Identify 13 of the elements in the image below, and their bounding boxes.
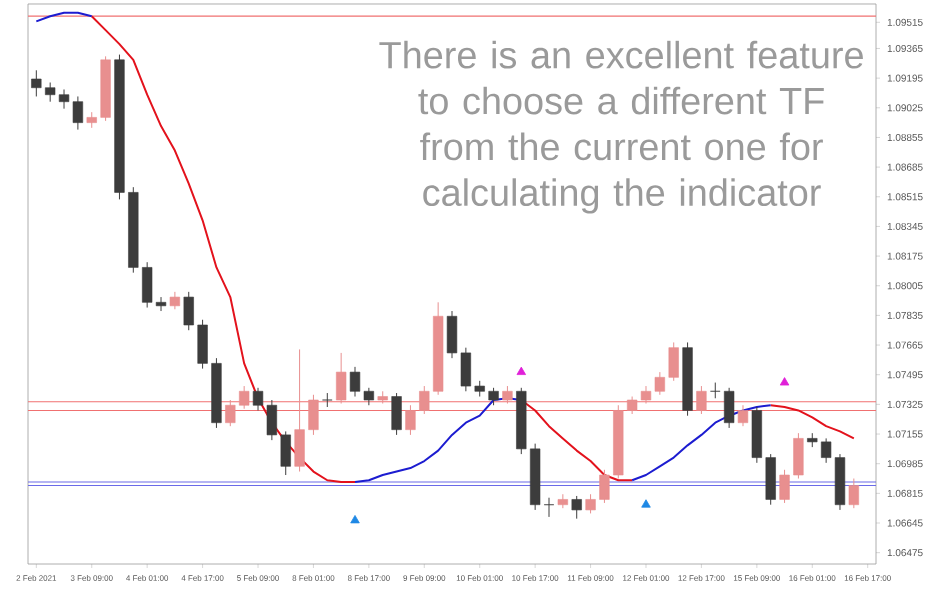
candlestick <box>571 495 582 520</box>
candlestick <box>336 352 347 404</box>
candlestick <box>737 404 749 427</box>
candlestick <box>391 392 402 436</box>
point <box>779 377 790 386</box>
candlestick <box>848 478 859 509</box>
point <box>516 366 526 375</box>
point <box>350 515 360 524</box>
candlestick <box>723 387 735 429</box>
candlestick <box>696 385 707 415</box>
annotation: There is an excellent feature to choose a different TF from the current one for calculating the indicator <box>379 40 863 214</box>
candlestick <box>557 493 568 509</box>
point <box>641 499 651 508</box>
